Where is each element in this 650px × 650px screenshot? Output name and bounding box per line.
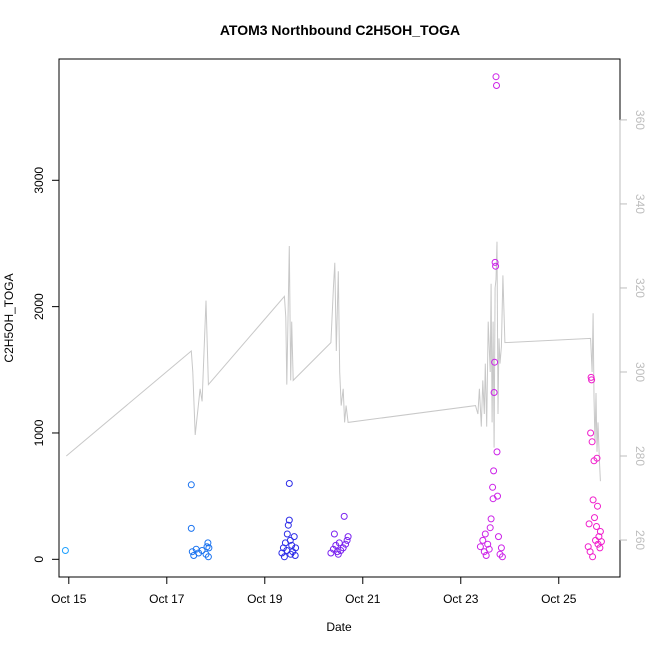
data-point xyxy=(284,521,292,529)
data-point xyxy=(492,262,500,270)
data-point xyxy=(203,543,211,551)
data-point xyxy=(589,496,597,504)
x-tick-label: Oct 21 xyxy=(345,592,381,606)
secondary-series-line xyxy=(65,241,601,482)
x-tick-label: Oct 23 xyxy=(443,592,479,606)
data-point xyxy=(498,553,506,561)
data-point xyxy=(481,530,489,538)
data-point xyxy=(597,538,605,546)
y2-tick-label: 300 xyxy=(633,362,647,382)
y-axis-title: C2H5OH_TOGA xyxy=(2,273,16,362)
data-point xyxy=(490,467,498,475)
data-point xyxy=(591,514,598,522)
data-point xyxy=(487,515,495,523)
data-point xyxy=(283,530,291,538)
y-tick-label: 0 xyxy=(32,556,46,563)
data-point xyxy=(587,429,595,437)
y-tick-label: 1000 xyxy=(32,419,46,446)
chart-title: ATOM3 Northbound C2H5OH_TOGA xyxy=(220,22,460,38)
y2-tick-label: 320 xyxy=(633,278,647,298)
x-tick-label: Oct 15 xyxy=(51,592,87,606)
data-point xyxy=(493,448,501,456)
x-axis: Oct 15 Oct 17 Oct 19 Oct 21 Oct 23 Oct 25 xyxy=(51,576,577,606)
data-point xyxy=(342,540,350,548)
data-point xyxy=(489,483,497,491)
data-point xyxy=(495,533,502,541)
x-tick-label: Oct 19 xyxy=(247,592,283,606)
data-point xyxy=(585,520,593,528)
data-point xyxy=(596,544,604,552)
data-point xyxy=(476,543,484,551)
data-point xyxy=(204,553,212,561)
data-point xyxy=(588,376,596,384)
y2-tick-label: 280 xyxy=(633,446,647,466)
data-point xyxy=(291,552,299,559)
y-axis-left: 0 1000 2000 3000 xyxy=(32,167,60,563)
data-point xyxy=(198,547,206,554)
data-point xyxy=(493,82,500,89)
y2-tick-label: 260 xyxy=(633,530,647,550)
y-tick-label: 3000 xyxy=(32,167,46,194)
data-point xyxy=(290,533,298,541)
data-point xyxy=(204,539,212,547)
x-tick-label: Oct 17 xyxy=(149,592,185,606)
x-axis-title: Date xyxy=(326,620,352,634)
data-point xyxy=(587,373,595,381)
data-point xyxy=(490,389,498,396)
data-point xyxy=(334,550,342,558)
data-point xyxy=(497,544,505,552)
data-point xyxy=(285,480,293,487)
data-point xyxy=(491,258,499,266)
data-point xyxy=(492,73,500,81)
data-point xyxy=(593,454,601,462)
data-point xyxy=(594,502,601,510)
data-point xyxy=(340,512,348,520)
data-point xyxy=(339,544,347,552)
data-point xyxy=(343,536,351,544)
data-point xyxy=(187,481,195,489)
y-axis-right: 260 280 300 320 340 360 xyxy=(619,110,647,550)
data-point xyxy=(330,530,338,538)
data-point xyxy=(596,528,604,535)
data-point xyxy=(285,516,293,524)
secondary-line-layer xyxy=(65,241,601,482)
data-point xyxy=(593,523,600,530)
data-point xyxy=(335,539,343,547)
data-point xyxy=(479,536,487,544)
scatter-point-layer xyxy=(61,73,605,561)
data-point xyxy=(280,553,288,561)
data-point xyxy=(491,358,499,366)
data-point xyxy=(187,524,195,532)
data-point xyxy=(484,540,492,548)
x-tick-label: Oct 25 xyxy=(541,592,577,606)
data-point xyxy=(286,536,294,544)
data-point xyxy=(589,553,597,561)
data-point xyxy=(344,533,352,541)
data-point xyxy=(61,547,69,554)
data-point xyxy=(292,544,300,552)
data-point xyxy=(482,552,490,559)
data-point xyxy=(494,492,501,500)
y-tick-label: 2000 xyxy=(32,293,46,320)
y2-tick-label: 340 xyxy=(633,194,647,214)
data-point xyxy=(588,438,596,446)
data-point xyxy=(485,545,493,553)
y2-tick-label: 360 xyxy=(633,110,647,130)
data-point xyxy=(205,544,213,552)
data-point xyxy=(486,524,494,532)
